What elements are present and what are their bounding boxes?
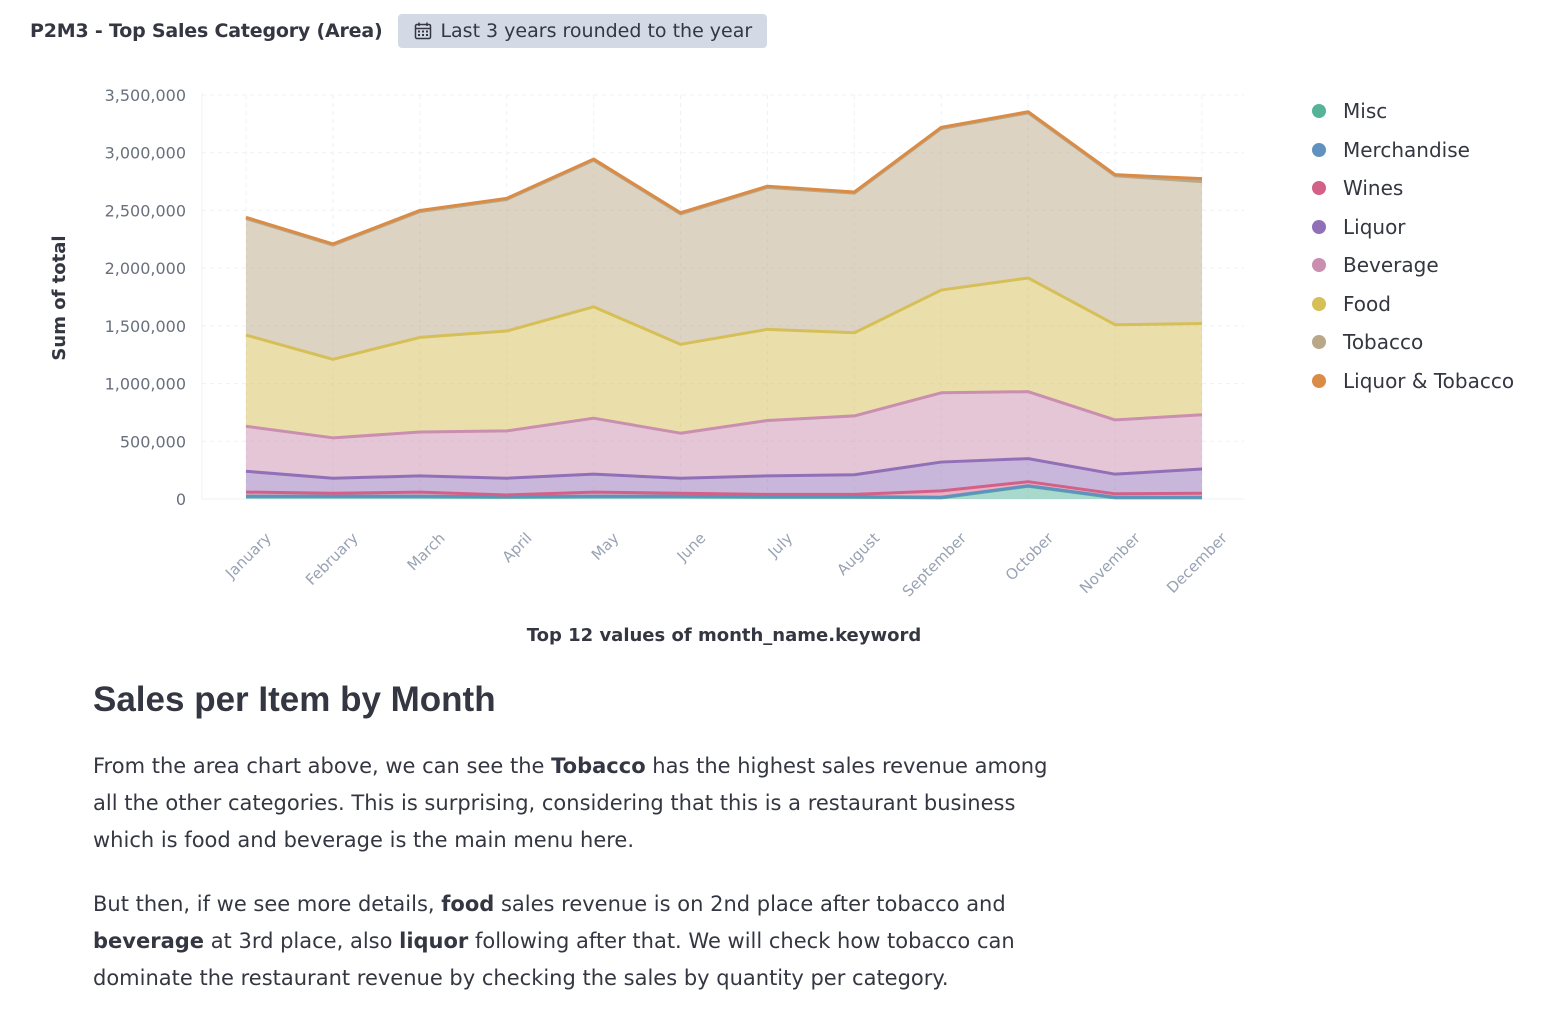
legend-label: Tobacco xyxy=(1343,330,1424,355)
legend-item-tobacco[interactable]: Tobacco xyxy=(1312,323,1514,362)
legend-item-liquor[interactable]: Liquor xyxy=(1312,208,1514,247)
p2-bold-liquor: liquor xyxy=(399,929,469,953)
p2-text-e: at 3rd place, also xyxy=(204,929,400,953)
legend-item-wines[interactable]: Wines xyxy=(1312,169,1514,208)
line-liquor xyxy=(245,457,1203,480)
p1-text-a: From the area chart above, we can see th… xyxy=(93,754,552,778)
p1-bold-tobacco: Tobacco xyxy=(551,754,646,778)
x-tick-label: February xyxy=(302,529,362,589)
time-range-badge[interactable]: Last 3 years rounded to the year xyxy=(398,14,768,48)
area-liquor xyxy=(246,458,1202,495)
area-beverage xyxy=(246,391,1202,479)
y-tick-label: 1,000,000 xyxy=(105,375,186,394)
section-heading: Sales per Item by Month xyxy=(93,680,496,719)
x-tick-label: October xyxy=(1002,529,1058,585)
area-food xyxy=(246,277,1202,438)
legend-swatch xyxy=(1312,296,1326,311)
calendar-icon xyxy=(415,22,432,40)
y-tick-label: 2,500,000 xyxy=(105,201,186,220)
legend-swatch xyxy=(1312,373,1326,388)
panel-title: P2M3 - Top Sales Category (Area) xyxy=(30,20,383,42)
legend-item-food[interactable]: Food xyxy=(1312,285,1514,324)
p2-bold-beverage: beverage xyxy=(93,929,205,953)
legend-item-beverage[interactable]: Beverage xyxy=(1312,246,1514,285)
p2-text-c: sales revenue is on 2nd place after toba… xyxy=(494,892,1006,916)
x-axis-title: Top 12 values of month_name.keyword xyxy=(527,625,922,646)
p1-text-c: has the highest sales revenue among all … xyxy=(93,754,1048,852)
y-axis-title: Sum of total xyxy=(49,235,70,360)
p2-bold-food: food xyxy=(441,892,495,916)
legend-label: Food xyxy=(1343,291,1391,316)
y-tick-label: 2,000,000 xyxy=(105,259,186,278)
legend-swatch xyxy=(1312,335,1326,350)
legend-label: Liquor xyxy=(1343,214,1406,239)
p2-text-a: But then, if we see more details, xyxy=(93,892,442,916)
p2-text-g: following after that. We will check how … xyxy=(93,929,1015,990)
article: Sales per Item by Month From the area ch… xyxy=(93,680,1053,1024)
line-food xyxy=(245,276,1203,361)
legend-item-misc[interactable]: Misc xyxy=(1312,92,1514,131)
legend-label: Beverage xyxy=(1343,253,1439,278)
x-tick-label: September xyxy=(899,529,971,601)
legend-label: Misc xyxy=(1343,99,1388,124)
legend-item-merchandise[interactable]: Merchandise xyxy=(1312,131,1514,170)
chart-legend: Misc Merchandise Wines Liquor Beverage Food To… xyxy=(1312,92,1514,400)
area-tobacco xyxy=(246,112,1202,360)
line-liquor-tobacco xyxy=(245,110,1203,246)
x-tick-label: December xyxy=(1163,529,1231,597)
legend-label: Merchandise xyxy=(1343,137,1470,162)
y-tick-label: 0 xyxy=(176,490,186,509)
panel-header: P2M3 - Top Sales Category (Area) Last 3 … xyxy=(30,14,768,48)
paragraph-2: But then, if we see more details, food s… xyxy=(93,886,1053,997)
line-beverage xyxy=(245,390,1203,440)
legend-swatch xyxy=(1312,219,1326,234)
legend-swatch xyxy=(1312,181,1326,196)
x-tick-label: June xyxy=(673,529,710,566)
x-tick-label: July xyxy=(764,529,797,562)
x-tick-label: January xyxy=(221,529,275,583)
y-tick-label: 500,000 xyxy=(120,432,186,451)
line-merchandise xyxy=(246,484,1202,499)
paragraph-1: From the area chart above, we can see th… xyxy=(93,748,1053,859)
y-tick-label: 3,500,000 xyxy=(105,86,186,105)
x-tick-label: March xyxy=(404,529,449,574)
x-tick-label: November xyxy=(1076,529,1144,597)
legend-label: Wines xyxy=(1343,176,1404,201)
area-chart: 0 500,000 1,000,000 1,500,000 2,000,000 2,500… xyxy=(49,86,1244,646)
y-tick-label: 3,000,000 xyxy=(105,144,186,163)
legend-swatch xyxy=(1312,142,1326,157)
x-tick-label: April xyxy=(499,529,536,566)
y-tick-label: 1,500,000 xyxy=(105,317,186,336)
x-tick-label: May xyxy=(588,529,623,564)
legend-swatch xyxy=(1312,258,1326,273)
x-tick-label: August xyxy=(833,529,883,579)
line-wines xyxy=(245,480,1203,497)
legend-swatch xyxy=(1312,104,1326,119)
legend-item-liquor-tobacco[interactable]: Liquor & Tobacco xyxy=(1312,362,1514,401)
time-range-label: Last 3 years rounded to the year xyxy=(440,20,753,42)
legend-label: Liquor & Tobacco xyxy=(1343,368,1515,393)
